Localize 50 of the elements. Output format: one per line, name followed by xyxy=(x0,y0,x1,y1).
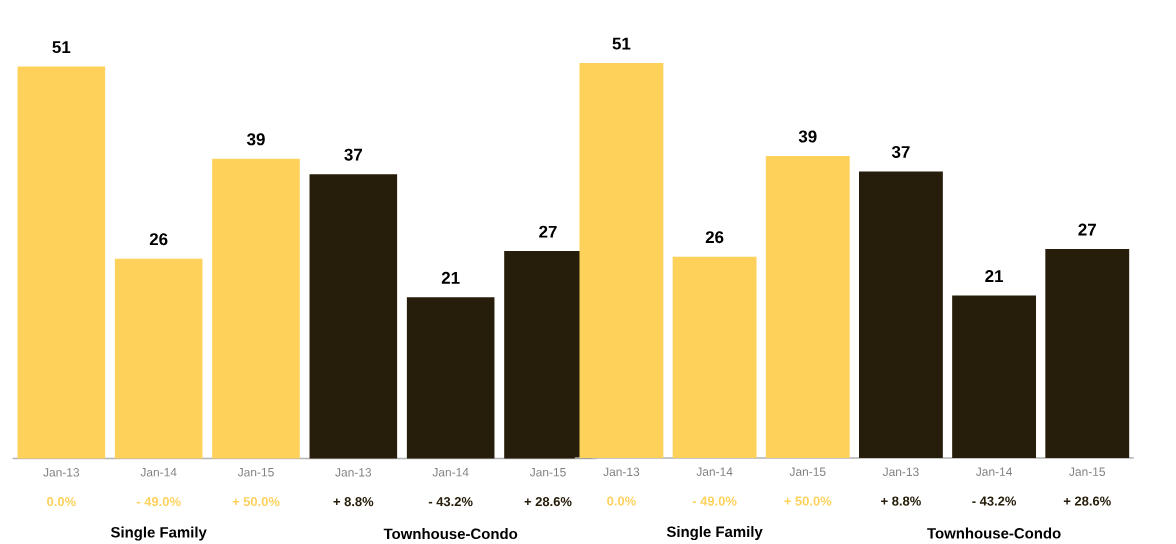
bar xyxy=(309,174,398,459)
text: + 8.8% xyxy=(333,497,374,507)
data-label: 21 xyxy=(985,270,1004,282)
x-tick-label: Jan-13 xyxy=(335,468,372,477)
text: - 49.0% xyxy=(692,496,737,506)
text: + 28.6% xyxy=(1063,496,1111,506)
x-tick-label: Jan-15 xyxy=(237,468,274,477)
data-label: 21 xyxy=(441,271,460,284)
bar xyxy=(859,171,943,459)
x-tick-label: Jan-13 xyxy=(882,467,919,477)
data-label: 26 xyxy=(149,233,168,246)
data-label: 51 xyxy=(612,37,631,50)
text: Townhouse-Condo xyxy=(927,527,1061,539)
bar xyxy=(406,297,495,459)
data-label: 26 xyxy=(705,231,724,244)
x-tick-label: Jan-14 xyxy=(696,467,733,476)
bar xyxy=(672,256,757,459)
x-tick-label: Jan-14 xyxy=(976,467,1013,476)
data-label: 37 xyxy=(344,148,362,161)
text: - 43.2% xyxy=(972,496,1017,506)
bar xyxy=(765,156,850,459)
x-tick-label: Jan-14 xyxy=(140,468,177,477)
bar xyxy=(1045,249,1130,459)
x-tick-label: Jan-15 xyxy=(1069,467,1106,476)
bar xyxy=(952,295,1037,459)
text: + 50.0% xyxy=(232,497,280,507)
data-label: 27 xyxy=(1078,223,1096,236)
text: 0.0% xyxy=(607,496,636,506)
data-label: 39 xyxy=(246,133,265,146)
text: 0.0% xyxy=(47,497,76,507)
data-label: 37 xyxy=(891,146,910,159)
x-tick-label: Jan-15 xyxy=(789,467,826,476)
bar xyxy=(212,158,300,459)
x-tick-label: Jan-13 xyxy=(603,467,640,477)
text: Single Family xyxy=(666,526,763,541)
x-tick-label: Jan-13 xyxy=(43,468,80,477)
text: + 28.6% xyxy=(524,497,572,507)
data-label: 51 xyxy=(52,41,71,54)
text: + 50.0% xyxy=(784,496,832,506)
x-tick-label: Jan-15 xyxy=(529,468,566,477)
text: - 43.2% xyxy=(428,497,473,507)
text: + 8.8% xyxy=(881,496,921,506)
text: Townhouse-Condo xyxy=(383,528,518,540)
data-label: 39 xyxy=(798,130,817,143)
bar xyxy=(17,66,106,459)
data-label: 27 xyxy=(539,225,557,238)
bar xyxy=(114,258,203,459)
x-tick-label: Jan-14 xyxy=(432,468,469,477)
text: - 49.0% xyxy=(136,497,181,507)
text: Single Family xyxy=(110,526,207,541)
